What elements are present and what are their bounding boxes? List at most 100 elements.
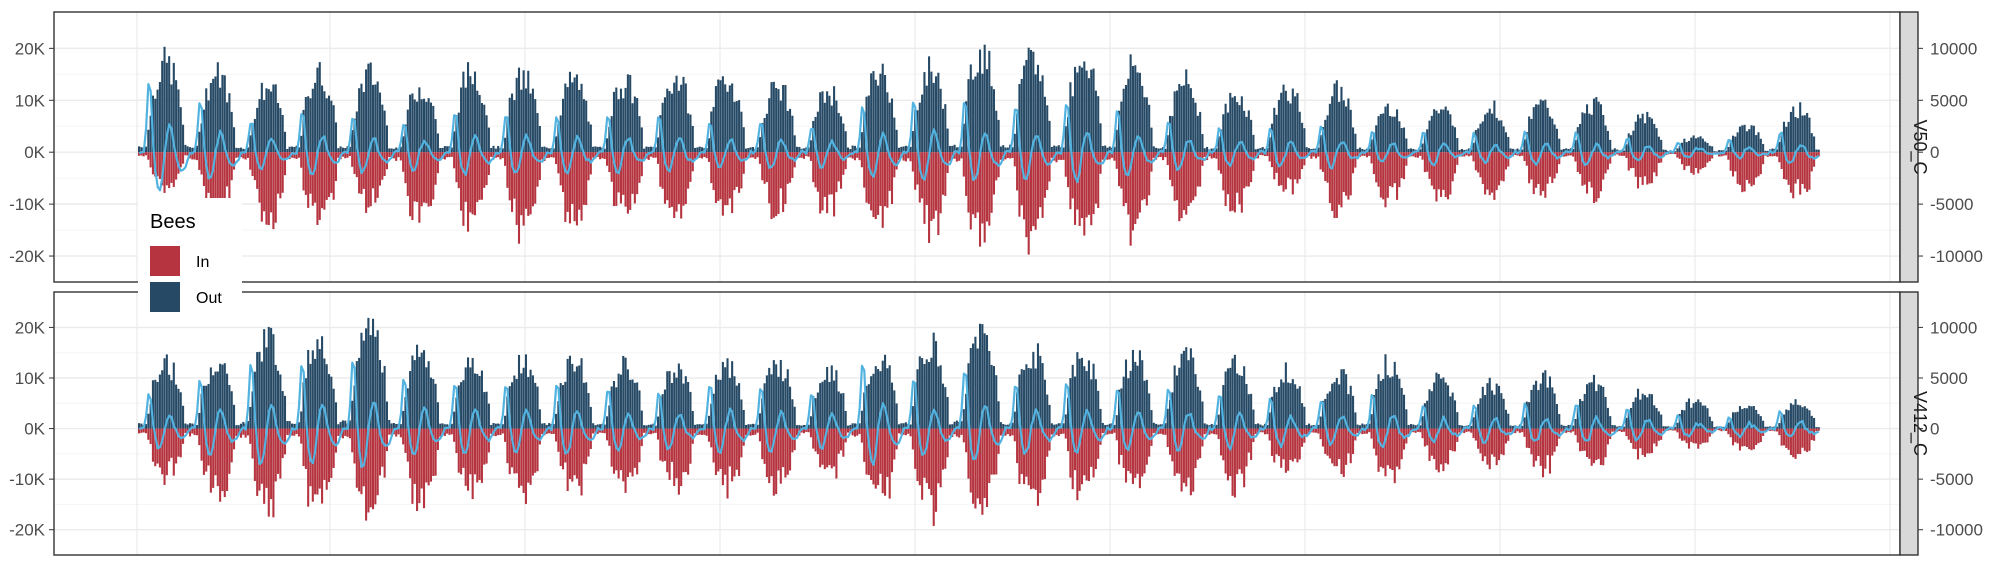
- bar-in: [1050, 428, 1053, 435]
- bar-out: [548, 148, 551, 153]
- bar-out: [1305, 425, 1308, 429]
- bar-out: [568, 71, 572, 153]
- bar-out: [1104, 425, 1107, 429]
- bar-in: [1057, 152, 1060, 160]
- bar-in: [948, 152, 951, 162]
- bar-out: [1586, 104, 1589, 153]
- bar-out: [1486, 383, 1489, 429]
- bar-out: [274, 364, 277, 429]
- bar-in: [353, 152, 356, 174]
- bar-in: [1720, 428, 1723, 432]
- bar-in: [439, 152, 442, 161]
- bar-out: [775, 364, 778, 429]
- bar-in: [1036, 152, 1040, 219]
- bar-in: [1539, 152, 1542, 196]
- bar-out: [918, 102, 921, 153]
- bar-in: [856, 428, 859, 436]
- bar-in: [1701, 152, 1704, 168]
- bar-in: [1736, 152, 1739, 184]
- bar-out: [1616, 426, 1619, 429]
- bar-out: [587, 121, 590, 153]
- bar-out: [1435, 372, 1438, 429]
- bar-out: [1555, 128, 1558, 153]
- bar-in: [536, 428, 539, 472]
- bar-out: [175, 384, 178, 429]
- bar-in: [967, 428, 970, 479]
- bar-out: [1711, 146, 1714, 153]
- bar-in: [823, 428, 826, 470]
- bar-in: [663, 152, 666, 204]
- bar-out: [1687, 141, 1691, 153]
- bar-out: [1725, 150, 1728, 153]
- bar-out: [890, 98, 894, 153]
- bar-in: [1597, 152, 1600, 199]
- bar-in: [802, 152, 806, 159]
- bar-in: [1159, 428, 1162, 434]
- bar-out: [480, 103, 483, 153]
- bar-in: [786, 152, 789, 184]
- bar-in: [304, 428, 307, 469]
- bar-out: [1298, 386, 1301, 429]
- bar-in: [318, 428, 321, 489]
- bar-in: [1238, 152, 1241, 205]
- bar-out: [1796, 118, 1799, 153]
- bar-out: [1120, 101, 1123, 153]
- bar-out: [619, 88, 622, 153]
- bar-out: [934, 76, 938, 153]
- bar-out: [1423, 134, 1426, 153]
- bar-out: [571, 363, 574, 429]
- bar-out: [1442, 109, 1445, 153]
- bar-in: [223, 152, 226, 209]
- bar-in: [1729, 152, 1732, 171]
- bar-out: [1653, 123, 1656, 153]
- bar-in: [355, 152, 358, 178]
- bar-out: [988, 50, 991, 153]
- bar-in: [659, 152, 662, 187]
- bar-out: [992, 89, 995, 153]
- bar-in: [941, 152, 945, 195]
- bar-out: [1433, 382, 1436, 429]
- bar-out: [789, 386, 792, 429]
- bar-in: [399, 428, 402, 438]
- bar-in: [151, 428, 154, 462]
- bar-in: [1641, 152, 1644, 185]
- bar-in: [833, 428, 836, 467]
- bar-in: [1491, 152, 1494, 193]
- bar-in: [1662, 152, 1665, 156]
- bar-out: [1203, 148, 1206, 153]
- bar-out: [1384, 106, 1387, 153]
- bar-out: [677, 363, 680, 429]
- bar-in: [960, 428, 963, 435]
- bar-in: [1345, 152, 1348, 196]
- bar-out: [360, 83, 363, 153]
- bar-in: [592, 152, 595, 158]
- bar-out: [712, 106, 715, 153]
- bar-out: [1282, 382, 1285, 429]
- bar-out: [418, 356, 421, 429]
- bar-in: [443, 428, 446, 436]
- bar-out: [1630, 135, 1633, 153]
- bar-out: [731, 361, 734, 429]
- bar-out: [1648, 117, 1651, 153]
- bar-in: [330, 428, 333, 478]
- bar-out: [761, 123, 764, 153]
- bar-in: [1111, 428, 1114, 434]
- bar-out: [1187, 360, 1190, 429]
- bar-out: [798, 425, 801, 429]
- bar-in: [784, 428, 787, 478]
- bar-out: [478, 94, 481, 153]
- bar-out: [1210, 148, 1213, 153]
- bar-out: [689, 391, 692, 429]
- bar-in: [348, 428, 351, 439]
- bar-out: [812, 396, 815, 429]
- bar-in: [1472, 428, 1475, 439]
- bar-out: [1252, 134, 1255, 153]
- bar-in: [1259, 152, 1262, 155]
- bar-in: [457, 428, 460, 473]
- bar-in: [777, 152, 780, 214]
- bar-out: [288, 146, 291, 153]
- bar-out: [536, 386, 539, 429]
- bar-out: [1396, 374, 1399, 429]
- bar-in: [1799, 152, 1802, 195]
- bar-in: [476, 152, 479, 203]
